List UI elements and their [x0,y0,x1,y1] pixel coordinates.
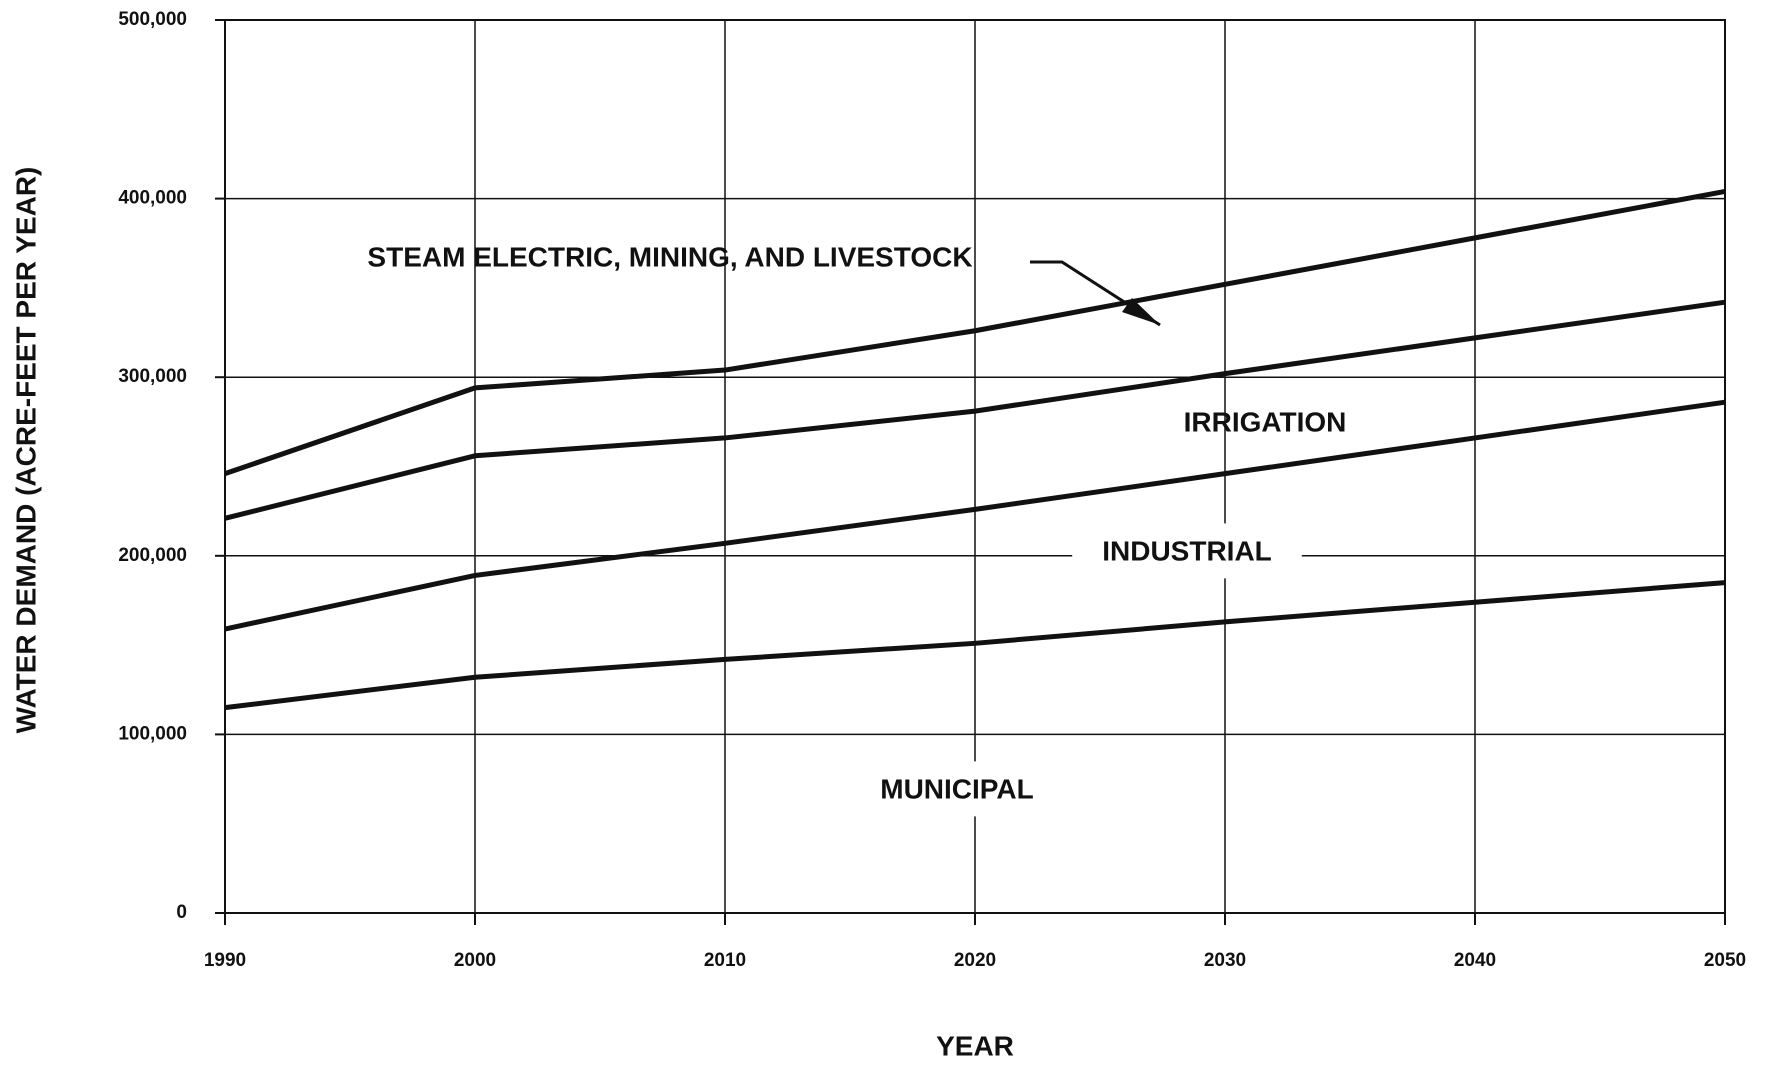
x-tick-label: 2020 [954,950,996,971]
arrow-head [1122,298,1160,325]
label-background [850,761,1064,817]
y-tick-label: 200,000 [118,545,187,566]
y-tick-label: 100,000 [118,723,187,744]
series-line [224,399,1726,632]
x-tick-label: 2030 [1204,950,1246,971]
series-label: MUNICIPAL [880,773,1033,804]
series-label: STEAM ELECTRIC, MINING, AND LIVESTOCK [367,241,972,272]
y-tick-label: 400,000 [118,188,187,209]
label-background [1072,523,1302,579]
series-label: IRRIGATION [1184,406,1347,437]
x-tick-label: 2010 [704,950,746,971]
series-label: INDUSTRIAL [1102,535,1272,566]
y-tick-label: 300,000 [118,366,187,387]
series-line [224,299,1726,521]
series-line [224,580,1726,711]
series-line [224,188,1726,477]
x-tick-label: 2000 [454,950,496,971]
x-tick-label: 2040 [1454,950,1496,971]
y-tick-label: 500,000 [118,9,187,30]
y-tick-label: 0 [176,902,187,923]
x-tick-label: 1990 [204,950,246,971]
y-axis-title: WATER DEMAND (ACRE-FEET PER YEAR) [10,167,41,734]
plot-frame [224,19,1726,914]
x-axis-title: YEAR [936,1030,1014,1061]
x-tick-label: 2050 [1704,950,1746,971]
